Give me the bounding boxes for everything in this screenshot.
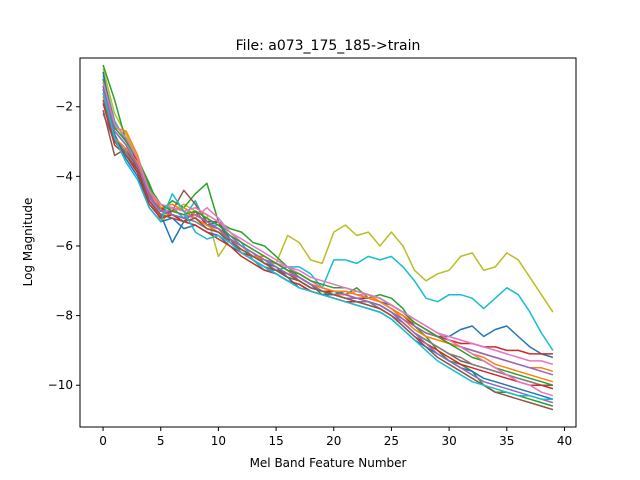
series-line-12 xyxy=(102,96,554,383)
plot-series-group xyxy=(102,64,554,411)
series-line-16 xyxy=(102,99,554,411)
x-tick-label: 30 xyxy=(441,434,456,448)
series-line-17 xyxy=(102,82,554,397)
plot-frame xyxy=(79,57,577,428)
x-tick-label: 10 xyxy=(211,434,226,448)
series-line-10 xyxy=(102,92,554,390)
series-line-6 xyxy=(102,89,554,373)
y-tick-label: −10 xyxy=(48,378,73,392)
x-axis-label: Mel Band Feature Number xyxy=(250,456,407,470)
series-line-13 xyxy=(102,78,554,386)
y-axis-label: Log Magnitude xyxy=(21,198,35,287)
x-axis: 0 5 10 15 20 25 30 35 40 xyxy=(99,427,572,448)
x-tick-label: 35 xyxy=(499,434,514,448)
y-tick-label: −4 xyxy=(55,169,73,183)
x-tick-label: 20 xyxy=(326,434,341,448)
series-line-5 xyxy=(102,78,553,355)
series-line-18 xyxy=(102,92,553,400)
series-line-4 xyxy=(102,71,554,359)
x-tick-label: 0 xyxy=(99,434,107,448)
x-tick-label: 40 xyxy=(557,434,572,448)
y-axis: −10 −8 −6 −4 −2 xyxy=(48,100,80,392)
y-tick-label: −8 xyxy=(55,309,73,323)
series-line-9 xyxy=(102,82,554,366)
x-tick-label: 25 xyxy=(384,434,399,448)
series-line-11 xyxy=(102,85,554,400)
y-tick-label: −6 xyxy=(55,239,73,253)
x-tick-label: 15 xyxy=(268,434,283,448)
y-tick-label: −2 xyxy=(55,100,73,114)
x-tick-label: 5 xyxy=(157,434,165,448)
chart-title: File: a073_175_185->train xyxy=(236,38,421,54)
